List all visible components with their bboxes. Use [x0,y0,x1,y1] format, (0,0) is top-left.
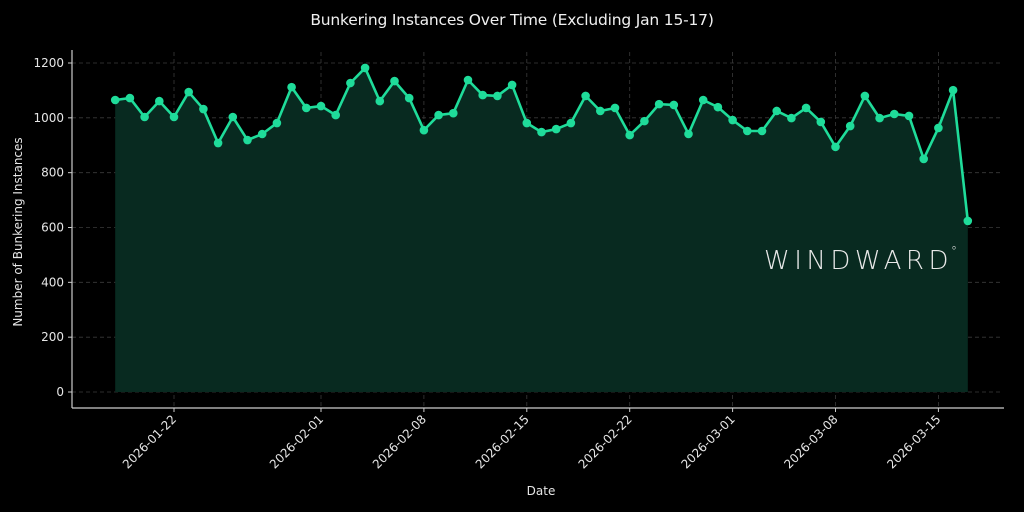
data-point [478,90,488,100]
x-tick-label: 2026-03-08 [781,412,840,471]
data-point [316,101,326,111]
data-point [581,91,590,101]
watermark-text: WINDWARD [764,246,954,276]
data-point [640,116,649,126]
data-point [140,112,149,122]
x-tick-label: 2026-03-01 [679,412,738,471]
data-point [801,103,811,113]
data-point [360,63,370,73]
data-point [434,110,443,120]
data-point [463,75,473,85]
x-tick-label: 2026-02-01 [267,412,326,471]
data-point [963,216,973,226]
data-point [948,85,958,95]
data-point [243,135,252,145]
data-point [199,104,208,114]
data-point [684,129,693,139]
data-point [596,106,605,116]
data-point [257,129,267,139]
data-point [390,76,399,86]
data-point [449,108,458,118]
data-point [419,125,429,135]
data-point [155,96,164,106]
data-point [287,82,296,92]
y-tick-label: 800 [41,166,64,180]
data-point [184,87,193,97]
y-tick-label: 0 [56,385,64,399]
data-point [331,110,341,120]
data-point [904,111,914,121]
data-point [831,142,840,152]
data-point [743,126,752,136]
chart-title: Bunkering Instances Over Time (Excluding… [310,11,714,29]
y-axis-ticks: 0 200 400 600 800 1000 1200 [33,56,72,399]
data-point [728,115,737,125]
x-axis-label: Date [526,484,556,498]
data-point [890,109,899,119]
data-point [302,103,311,113]
x-axis-ticks: 2026-01-22 2026-02-01 2026-02-08 2026-02-15… [120,408,944,471]
data-point [919,154,928,164]
data-point [787,113,796,123]
data-point [860,91,870,101]
x-tick-label: 2026-01-22 [120,412,179,471]
y-tick-label: 200 [41,330,64,344]
area-fill [115,67,968,392]
data-point [272,118,282,128]
data-point [522,118,532,128]
data-point [110,95,120,105]
watermark-mark: ° [951,244,958,258]
x-tick-label: 2026-02-15 [473,412,532,471]
x-tick-label: 2026-03-15 [884,412,943,471]
axes [71,50,1004,409]
data-point [404,93,414,103]
data-point [757,126,767,136]
data-point [669,100,679,110]
data-point [537,127,546,137]
data-point [213,138,223,148]
x-tick-label: 2026-02-08 [370,412,429,471]
y-tick-label: 600 [41,221,64,235]
data-markers [110,63,973,226]
data-point [125,93,135,103]
y-tick-label: 1200 [33,56,64,70]
data-point [625,130,634,140]
data-point [566,118,576,128]
data-point [698,95,708,105]
data-point [772,106,781,116]
data-point [816,117,826,127]
y-tick-label: 400 [41,275,64,289]
data-point [610,103,620,113]
windward-logo: WINDWARD° [764,244,957,276]
data-point [375,96,385,106]
data-point [228,112,238,122]
data-point [493,91,502,101]
x-tick-label: 2026-02-22 [576,412,635,471]
y-tick-label: 1000 [33,111,64,125]
data-point [654,99,664,109]
data-point [845,121,855,131]
data-point [507,80,517,90]
data-point [346,78,355,88]
data-point [713,102,723,112]
data-point [875,113,884,123]
data-point [169,112,179,122]
data-point [934,123,943,133]
data-point [551,124,561,134]
